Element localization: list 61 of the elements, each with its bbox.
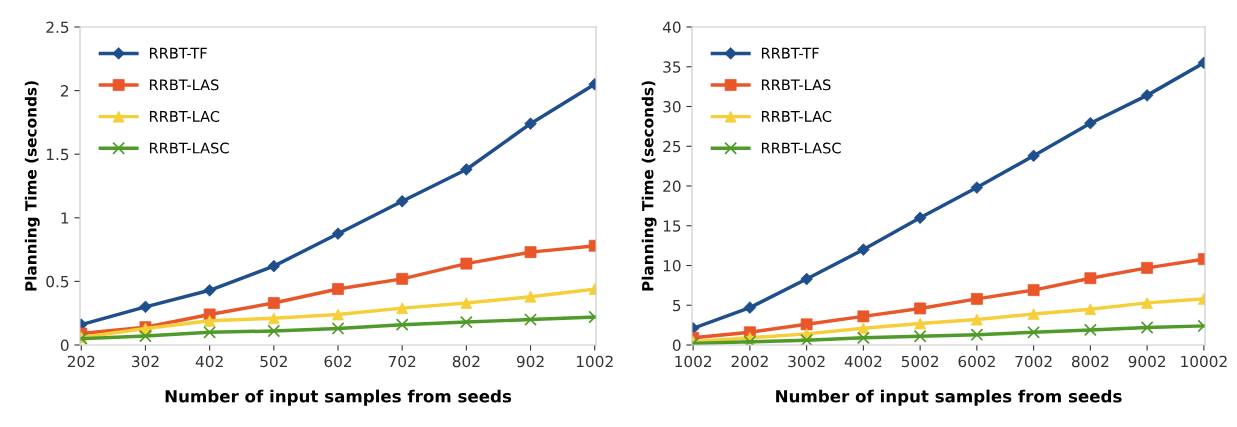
point [524,313,537,326]
point [139,329,152,343]
x-tick-label: 2002 [731,355,768,368]
y-tick-label: 20 [663,180,681,193]
y-tick-label: 0.5 [46,275,69,288]
x-tick-label: 602 [324,355,352,368]
x-tick-label: 702 [388,355,416,368]
y-tick-label: 2.5 [46,21,69,34]
x-tick-label: 7002 [1015,355,1052,368]
legend-label: RRBT-LAC [149,110,220,122]
x-tick-label: 5002 [901,355,939,368]
y-axis-title: Planning Time (seconds) [24,81,40,291]
y-tick-label: 5 [673,299,681,312]
point [331,322,345,335]
y-tick-label: 15 [663,220,681,232]
point [743,335,757,345]
x-tick-label: 202 [67,355,95,368]
y-axis-title: Planning Time (seconds) [641,81,657,291]
x-tick-label: 10002 [1181,355,1227,368]
x-tick-label: 3002 [788,355,825,368]
legend-label: RRBT-LAS [761,79,831,91]
point [800,333,814,345]
x-tick-label: 1002 [576,355,613,368]
y-tick-label: 30 [663,100,681,113]
x-tick-label: 4002 [844,355,882,368]
point [913,329,927,343]
x-tick-label: 302 [132,355,159,368]
x-tick-label: 402 [195,355,223,368]
legend-label: RRBT-LAC [761,110,832,122]
x-tick-label: 802 [452,355,480,368]
legend-label: RRBT-LASC [149,142,229,154]
y-tick-label: 25 [663,140,681,153]
point [395,318,409,332]
y-tick-label: 0 [672,339,681,352]
y-tick-label: 40 [662,21,681,34]
point [1027,325,1041,339]
x-tick-label: 1002 [675,355,712,368]
y-tick-label: 1 [61,212,69,224]
x-tick-label: 6002 [958,355,995,368]
y-tick-label: 2 [60,85,69,97]
legend-label: RRBT-TF [761,47,819,59]
x-tick-label: 9002 [1128,355,1166,368]
legend-label: RRBT-LAS [149,79,219,91]
point [856,331,870,345]
legend-label: RRBT-TF [149,47,207,59]
point [267,324,281,338]
legend-label: RRBT-LASC [761,142,841,154]
x-axis-title: Number of input samples from seeds [776,389,1122,406]
x-tick-label: 502 [260,355,287,368]
point [970,328,984,342]
x-axis-title: Number of input samples from seeds [165,389,512,406]
point [459,315,473,329]
point [1140,321,1154,334]
y-tick-label: 10 [663,259,681,272]
y-tick-label: 1.5 [46,148,69,161]
point [203,325,217,339]
y-tick-label: 35 [663,61,681,73]
x-tick-label: 8002 [1071,355,1109,368]
y-tick-label: 0 [60,339,69,352]
point [1083,323,1097,337]
x-tick-label: 902 [516,355,544,368]
